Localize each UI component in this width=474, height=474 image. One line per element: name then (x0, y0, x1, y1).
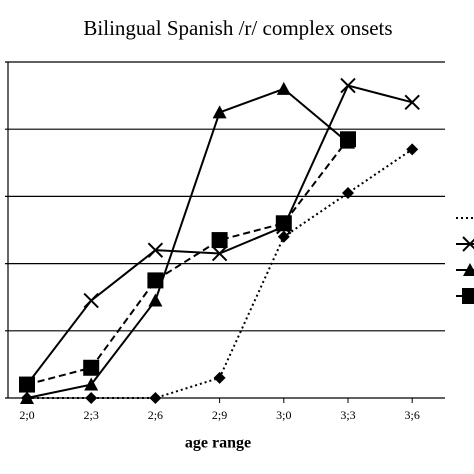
marker (147, 272, 164, 289)
marker (85, 392, 98, 404)
x-axis-label: age range (185, 435, 251, 452)
x-tick-label: 3;6 (405, 408, 420, 422)
x-tick-label: 2;0 (19, 408, 34, 422)
marker (212, 105, 227, 119)
x-tick-label: 2;9 (212, 408, 227, 422)
marker (149, 392, 162, 404)
marker (340, 131, 356, 148)
marker (275, 215, 292, 232)
series-line (26, 138, 349, 386)
legend-marker (463, 263, 474, 276)
marker (342, 187, 354, 200)
marker (276, 81, 291, 95)
x-tick-label: 3;3 (340, 408, 355, 422)
marker (19, 376, 35, 393)
marker (84, 377, 99, 391)
legend-marker (462, 288, 474, 304)
series-line (26, 87, 349, 399)
marker (211, 245, 228, 262)
marker (83, 359, 100, 376)
chart-title: Bilingual Spanish /r/ complex onsets (83, 16, 392, 40)
marker (277, 230, 290, 243)
marker (20, 391, 34, 404)
x-tick-label: 2;3 (84, 408, 99, 422)
x-tick-label: 2;6 (148, 408, 163, 422)
x-tick-label: 3;0 (276, 408, 291, 422)
marker (211, 232, 228, 249)
marker (404, 94, 420, 111)
marker (148, 293, 163, 307)
marker (406, 143, 419, 156)
marker (147, 242, 164, 258)
marker (340, 77, 356, 94)
marker (83, 292, 99, 309)
legend-marker (462, 236, 474, 252)
marker (213, 371, 226, 384)
